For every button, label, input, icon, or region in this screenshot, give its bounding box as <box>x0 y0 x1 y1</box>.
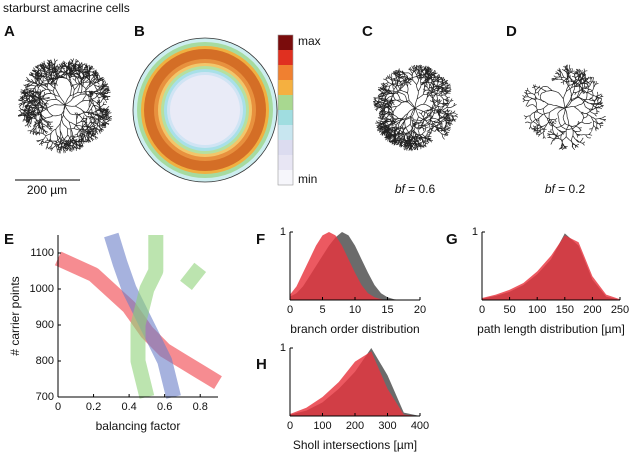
panel-letter: F <box>256 231 265 248</box>
colorbar-step <box>278 155 293 170</box>
colorbar-step <box>278 95 293 110</box>
plot <box>290 232 407 300</box>
panel-letter: G <box>446 231 458 248</box>
caption: bf = 0.6 <box>395 182 436 196</box>
x-tick-label: 200 <box>583 304 601 316</box>
x-tick-label: 300 <box>378 420 396 432</box>
x-tick-label: 0 <box>55 401 61 413</box>
panel-letter: D <box>506 23 517 40</box>
band <box>180 262 207 291</box>
area <box>482 235 620 300</box>
caption-param: bf <box>395 182 407 196</box>
plot <box>54 232 222 399</box>
dendrites <box>17 58 113 154</box>
caption-value: = 0.2 <box>555 182 586 196</box>
x-axis-label: balancing factor <box>96 419 181 433</box>
caption-param: bf <box>545 182 557 196</box>
panel-letter: E <box>4 231 14 248</box>
colorbar-step <box>278 50 293 65</box>
colorbar-max: max <box>298 34 321 48</box>
x-tick-label: 50 <box>503 304 515 316</box>
x-tick-label: 400 <box>411 420 429 432</box>
neuron <box>372 64 459 152</box>
colorbar-step <box>278 170 293 185</box>
y-tick-label: 1100 <box>30 247 54 259</box>
y-tick-label: 1 <box>280 226 286 238</box>
plot <box>290 348 420 416</box>
colorbar-step <box>278 35 293 50</box>
x-tick-label: 0 <box>479 304 485 316</box>
x-tick-label: 0.8 <box>193 401 208 413</box>
caption: bf = 0.2 <box>545 182 586 196</box>
y-tick-label: 1 <box>472 226 478 238</box>
x-tick-label: 100 <box>313 420 331 432</box>
x-tick-label: 10 <box>349 304 361 316</box>
colorbar <box>277 34 294 186</box>
x-tick-label: 5 <box>319 304 325 316</box>
colorbar-min: min <box>298 172 317 186</box>
x-axis-label: Sholl intersections [µm] <box>293 438 417 452</box>
y-tick-label: 1000 <box>30 283 54 295</box>
y-tick-label: 700 <box>36 391 54 403</box>
panel-letter: C <box>362 23 373 40</box>
y-axis-label: # carrier points <box>8 276 22 355</box>
neuron <box>17 58 113 154</box>
x-axis-label: path length distribution [µm] <box>477 322 625 336</box>
colorbar-step <box>278 80 293 95</box>
plot <box>482 233 620 300</box>
caption-value: = 0.6 <box>405 182 436 196</box>
x-tick-label: 0.2 <box>86 401 101 413</box>
x-tick-label: 100 <box>528 304 546 316</box>
disk <box>132 37 278 183</box>
y-tick-label: 900 <box>36 319 54 331</box>
colorbar-frame <box>277 34 294 186</box>
x-tick-label: 250 <box>611 304 629 316</box>
y-tick-label: 1 <box>280 342 286 354</box>
area <box>290 351 420 416</box>
x-tick-label: 0 <box>287 420 293 432</box>
panel-letter: B <box>134 23 145 40</box>
area <box>290 232 407 300</box>
disk-ring <box>170 75 240 145</box>
x-tick-label: 0.4 <box>121 401 136 413</box>
neuron <box>522 64 606 151</box>
panel-letter: H <box>256 356 267 373</box>
dendrites <box>372 64 459 152</box>
panel-letter: A <box>4 23 15 40</box>
figure-title: starburst amacrine cells <box>3 1 130 15</box>
x-tick-label: 150 <box>556 304 574 316</box>
colorbar-step <box>278 110 293 125</box>
colorbar-step <box>278 140 293 155</box>
x-tick-label: 15 <box>381 304 393 316</box>
x-axis-label: branch order distribution <box>290 322 419 336</box>
x-tick-label: 0.6 <box>157 401 172 413</box>
y-tick-label: 800 <box>36 355 54 367</box>
scale-bar-label: 200 µm <box>27 183 67 197</box>
x-tick-label: 200 <box>346 420 364 432</box>
x-tick-label: 0 <box>287 304 293 316</box>
band <box>130 235 164 399</box>
x-tick-label: 20 <box>414 304 426 316</box>
colorbar-step <box>278 65 293 80</box>
dendrites <box>522 64 606 151</box>
colorbar-step <box>278 125 293 140</box>
